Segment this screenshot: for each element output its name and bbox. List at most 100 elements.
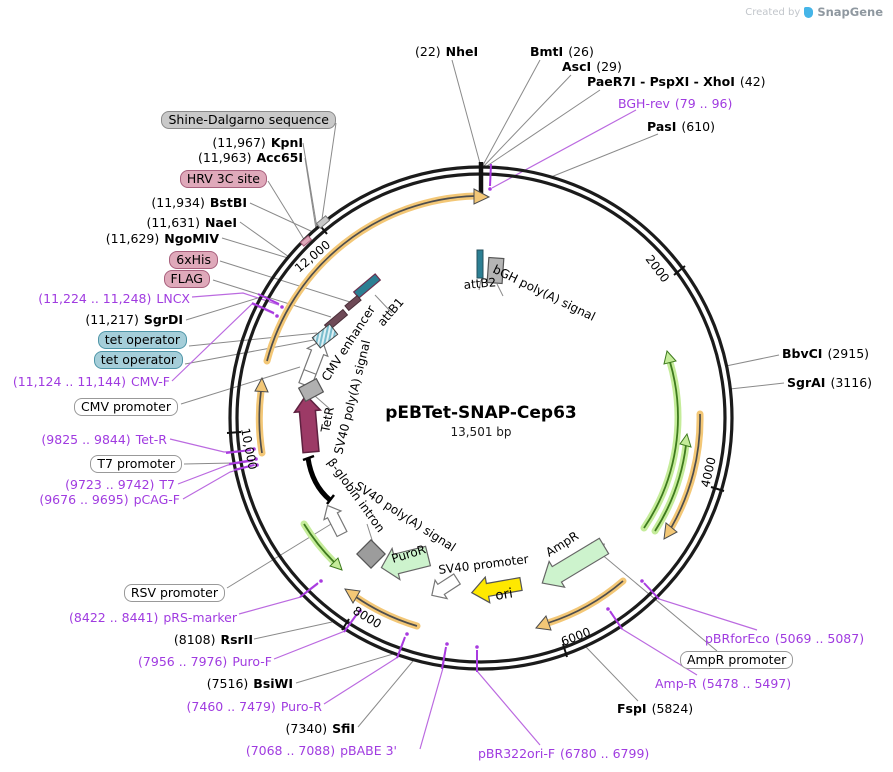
site-label-naei[interactable]: (11,631) NaeI (146, 215, 237, 230)
feature-label-hrv-3c-site[interactable]: HRV 3C site (179, 170, 267, 188)
site-label-nhei[interactable]: (22) NheI (415, 44, 479, 59)
orf-arrowhead-left (254, 376, 269, 393)
green-arrowhead-short (679, 432, 692, 448)
site-label-bsiwi[interactable]: (7516) BsiWI (206, 676, 293, 691)
shine-dalgarno-glyph[interactable] (315, 215, 331, 229)
feature-label-flag[interactable]: FLAG (163, 270, 210, 288)
site-label-paer7i-pspxi-xhoi[interactable]: PaeR7I - PspXI - XhoI (42) (587, 74, 766, 89)
sv40-polya-bottom-box[interactable] (356, 539, 386, 569)
primer-label-amp-r[interactable]: Amp-R (5478 .. 5497) (655, 676, 792, 691)
ori-arrow[interactable] (470, 571, 524, 605)
site-label-kpni[interactable]: (11,967) KpnI (212, 135, 303, 150)
primer-label-puro-f[interactable]: (7956 .. 7976) Puro-F (138, 654, 272, 669)
primer-label-lncx[interactable]: (11,224 .. 11,248) LNCX (38, 291, 190, 306)
leader-bmti (481, 59, 541, 168)
beta-globin-intron-arc[interactable] (302, 454, 335, 505)
site-label-bmti[interactable]: BmtI (26) (530, 44, 594, 59)
site-label-ngomiv[interactable]: (11,629) NgoMIV (105, 231, 219, 246)
site-label-rsrii[interactable]: (8108) RsrII (173, 632, 253, 647)
primer-label-prs-marker[interactable]: (8422 .. 8441) pRS-marker (69, 610, 237, 625)
green-arc-small-core (303, 523, 335, 563)
leader-ampr-promoter (599, 552, 718, 652)
sv40-polya-left-box[interactable] (297, 377, 325, 403)
puror-arrow[interactable] (378, 540, 432, 583)
plasmid-title-block: pEBTet-SNAP-Cep63 13,501 bp (385, 403, 576, 439)
leader-rsrii (253, 621, 333, 640)
attb2-label[interactable]: attB2 (463, 275, 497, 292)
orf-arc-bottom-right[interactable] (544, 577, 627, 627)
feature-label-tet-operator-1[interactable]: tet operator (97, 331, 187, 349)
sv40-promoter-arrow[interactable] (426, 570, 463, 605)
site-label-sgrai[interactable]: SgrAI (3116) (787, 375, 873, 390)
orf-arcs[interactable] (254, 188, 704, 631)
ori-label[interactable]: ori (494, 585, 514, 604)
6xhis-bar[interactable] (344, 294, 362, 312)
leader-nhei (451, 59, 482, 168)
beta-globin-arc[interactable] (305, 457, 332, 502)
primer-label-t7[interactable]: (9723 .. 9742) T7 (65, 477, 175, 492)
leader-sgrdi (185, 296, 262, 321)
green-arrowhead-long (663, 349, 677, 365)
tick-label-2000: 2000 (643, 252, 673, 285)
leader-fspi (585, 646, 639, 702)
primer-label-tet-r[interactable]: (9825 .. 9844) Tet-R (41, 432, 167, 447)
feature-label-6xhis[interactable]: 6xHis (169, 251, 218, 269)
tick-6000 (562, 643, 568, 658)
primer-label-pbabe-3[interactable]: (7068 .. 7088) pBABE 3' (245, 743, 397, 758)
scale-ticks (226, 162, 725, 658)
primer-label-pcag-f[interactable]: (9676 .. 9695) pCAG-F (39, 492, 180, 507)
leader-hrv (267, 180, 306, 242)
tick-8000 (341, 618, 350, 631)
orf-arrowhead-right (663, 522, 678, 540)
feature-label-cmv-promoter[interactable]: CMV promoter (73, 398, 178, 416)
tet-operator-box[interactable] (311, 323, 339, 349)
snapgene-brand-text: SnapGene (817, 5, 883, 19)
feature-label-t7-promoter[interactable]: T7 promoter (90, 455, 182, 473)
ampr-arrow[interactable] (535, 533, 612, 596)
green-feature-arcs[interactable] (300, 349, 692, 571)
snapgene-watermark: Created by SnapGene (745, 5, 883, 19)
site-label-sgrdi[interactable]: (11,217) SgrDI (85, 312, 183, 327)
primer-label-puro-r[interactable]: (7460 .. 7479) Puro-R (186, 699, 322, 714)
snapgene-logo-icon (804, 6, 814, 18)
orf-arc-top-core (266, 195, 476, 362)
site-label-pasi[interactable]: PasI (610) (647, 119, 715, 134)
primer-label-bgh-rev[interactable]: BGH-rev (79 .. 96) (618, 96, 733, 111)
primer-label-cmv-f[interactable]: (11,124 .. 11,144) CMV-F (12, 374, 170, 389)
beta-globin-cap-start (302, 454, 315, 462)
green-arc-short-core (654, 444, 687, 532)
feature-label-ampr-promoter[interactable]: AmpR promoter (680, 651, 794, 669)
leader-naei (239, 221, 290, 258)
small-features[interactable] (297, 215, 505, 569)
site-label-bstbi[interactable]: (11,934) BstBI (151, 195, 247, 210)
tetr-label[interactable]: TetR (318, 406, 337, 435)
leader-rsv-promoter (226, 520, 337, 589)
created-by-text: Created by (745, 6, 801, 18)
site-label-sfii[interactable]: (7340) SfiI (285, 721, 356, 736)
rsv-promoter-arrow[interactable] (319, 501, 350, 538)
primer-label-pbr322ori-f[interactable]: pBR322ori-F (6780 .. 6799) (478, 746, 650, 761)
site-label-bbvci[interactable]: BbvCI (2915) (782, 346, 870, 361)
bgh-polya-box[interactable] (486, 256, 505, 285)
attb2-bar[interactable] (476, 249, 484, 279)
leader-t7-promoter (183, 462, 234, 465)
leader-pasi (550, 133, 659, 178)
feature-label-rsv-promoter[interactable]: RSV promoter (123, 584, 225, 602)
feature-arrows[interactable] (292, 336, 612, 605)
tetr-arrow[interactable] (292, 394, 324, 454)
attb1-bar[interactable] (352, 273, 382, 299)
hrv-3c-glyph[interactable] (299, 235, 313, 247)
leader-sfii (357, 660, 414, 728)
sv40-promoter-label[interactable]: SV40 promoter (438, 552, 530, 577)
leader-bstbi (249, 202, 314, 233)
leader-shine (320, 122, 337, 227)
site-label-asci[interactable]: AscI (29) (562, 59, 622, 74)
site-label-acc65i[interactable]: (11,963) Acc65I (197, 150, 303, 165)
feature-label-shine-dalgarno[interactable]: Shine-Dalgarno sequence (161, 111, 336, 129)
site-label-fspi[interactable]: FspI (5824) (617, 701, 694, 716)
leader-6xhis (219, 260, 351, 303)
feature-label-tet-operator-2[interactable]: tet operator (93, 351, 183, 369)
bgh-polya-label[interactable]: bGH poly(A) signal (491, 262, 598, 324)
primer-label-pbrforeco[interactable]: pBRforEco (5069 .. 5087) (705, 631, 865, 646)
plasmid-size: 13,501 bp (450, 425, 512, 439)
